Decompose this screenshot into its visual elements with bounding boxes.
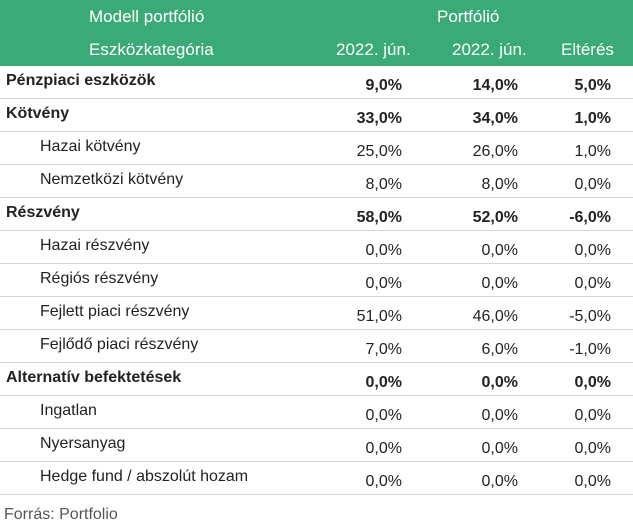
portfolio-date-header: 2022. jún. <box>452 40 527 59</box>
category-label: Hedge fund / abszolút hozam <box>40 468 249 485</box>
difference-value: 5,0% <box>574 77 611 94</box>
portfolio-value: 8,0% <box>481 176 518 193</box>
model-value: 33,0% <box>356 110 402 127</box>
category-label: Kötvény <box>6 105 70 122</box>
table-header: Modell portfólió Portfólió Eszközkategór… <box>0 0 633 66</box>
category-label: Hazai részvény <box>40 237 150 254</box>
table-row: Régiós részvény 0,0% 0,0% 0,0% <box>0 264 633 297</box>
difference-value: 0,0% <box>574 473 611 490</box>
category-label: Alternatív befektetések <box>6 369 182 386</box>
table-row: Alternatív befektetések 0,0% 0,0% 0,0% <box>0 363 633 396</box>
difference-value: 0,0% <box>574 242 611 259</box>
portfolio-value: 0,0% <box>481 275 518 292</box>
table-row: Nemzetközi kötvény 8,0% 8,0% 0,0% <box>0 165 633 198</box>
portfolio-value: 14,0% <box>472 77 518 94</box>
portfolio-value: 34,0% <box>472 110 518 127</box>
difference-value: 0,0% <box>574 440 611 457</box>
category-label: Nyersanyag <box>40 435 126 452</box>
table-row: Hedge fund / abszolút hozam 0,0% 0,0% 0,0% <box>0 462 633 495</box>
portfolio-value: 26,0% <box>472 143 518 160</box>
table-row: Kötvény 33,0% 34,0% 1,0% <box>0 99 633 132</box>
difference-value: -6,0% <box>569 209 611 226</box>
portfolio-value: 46,0% <box>472 308 518 325</box>
model-value: 0,0% <box>365 473 402 490</box>
difference-value: 0,0% <box>574 374 611 391</box>
model-value: 0,0% <box>365 275 402 292</box>
category-label: Fejlődő piaci részvény <box>40 336 199 353</box>
portfolio-value: 52,0% <box>472 209 518 226</box>
model-value: 25,0% <box>356 143 402 160</box>
model-value: 58,0% <box>356 209 402 226</box>
category-label: Részvény <box>6 204 80 221</box>
model-value: 9,0% <box>365 77 402 94</box>
model-portfolio-header: Modell portfólió <box>89 7 205 26</box>
source-note: Forrás: Portfolio <box>4 506 118 523</box>
category-label: Régiós részvény <box>40 270 159 287</box>
allocation-table: Modell portfólió Portfólió Eszközkategór… <box>0 0 633 495</box>
difference-value: 1,0% <box>574 110 611 127</box>
difference-value: 1,0% <box>574 143 611 160</box>
model-value: 8,0% <box>365 176 402 193</box>
portfolio-value: 6,0% <box>481 341 518 358</box>
table-row: Részvény 58,0% 52,0% -6,0% <box>0 198 633 231</box>
table-row: Hazai részvény 0,0% 0,0% 0,0% <box>0 231 633 264</box>
portfolio-value: 0,0% <box>481 242 518 259</box>
category-label: Hazai kötvény <box>40 138 141 155</box>
category-label: Pénzpiaci eszközök <box>6 72 156 89</box>
difference-value: -1,0% <box>569 341 611 358</box>
portfolio-value: 0,0% <box>481 440 518 457</box>
portfolio-header: Portfólió <box>437 7 500 26</box>
portfolio-value: 0,0% <box>481 374 518 391</box>
model-value: 0,0% <box>365 440 402 457</box>
category-header: Eszközkategória <box>89 40 214 59</box>
table-row: Nyersanyag 0,0% 0,0% 0,0% <box>0 429 633 462</box>
category-label: Nemzetközi kötvény <box>40 171 184 188</box>
portfolio-value: 0,0% <box>481 407 518 424</box>
table-body: Pénzpiaci eszközök 9,0% 14,0% 5,0% Kötvény 33… <box>0 66 633 495</box>
category-label: Ingatlan <box>40 402 97 419</box>
portfolio-value: 0,0% <box>481 473 518 490</box>
table-row: Ingatlan 0,0% 0,0% 0,0% <box>0 396 633 429</box>
table-row: Hazai kötvény 25,0% 26,0% 1,0% <box>0 132 633 165</box>
difference-header: Eltérés <box>561 40 614 59</box>
table-row: Fejlődő piaci részvény 7,0% 6,0% -1,0% <box>0 330 633 363</box>
model-value: 51,0% <box>356 308 402 325</box>
difference-value: -5,0% <box>569 308 611 325</box>
difference-value: 0,0% <box>574 176 611 193</box>
table-row: Fejlett piaci részvény 51,0% 46,0% -5,0% <box>0 297 633 330</box>
model-date-header: 2022. jún. <box>336 40 411 59</box>
table-row: Pénzpiaci eszközök 9,0% 14,0% 5,0% <box>0 66 633 99</box>
model-value: 0,0% <box>365 242 402 259</box>
difference-value: 0,0% <box>574 407 611 424</box>
model-value: 7,0% <box>365 341 402 358</box>
category-label: Fejlett piaci részvény <box>40 303 190 320</box>
difference-value: 0,0% <box>574 275 611 292</box>
model-value: 0,0% <box>365 407 402 424</box>
model-value: 0,0% <box>365 374 402 391</box>
